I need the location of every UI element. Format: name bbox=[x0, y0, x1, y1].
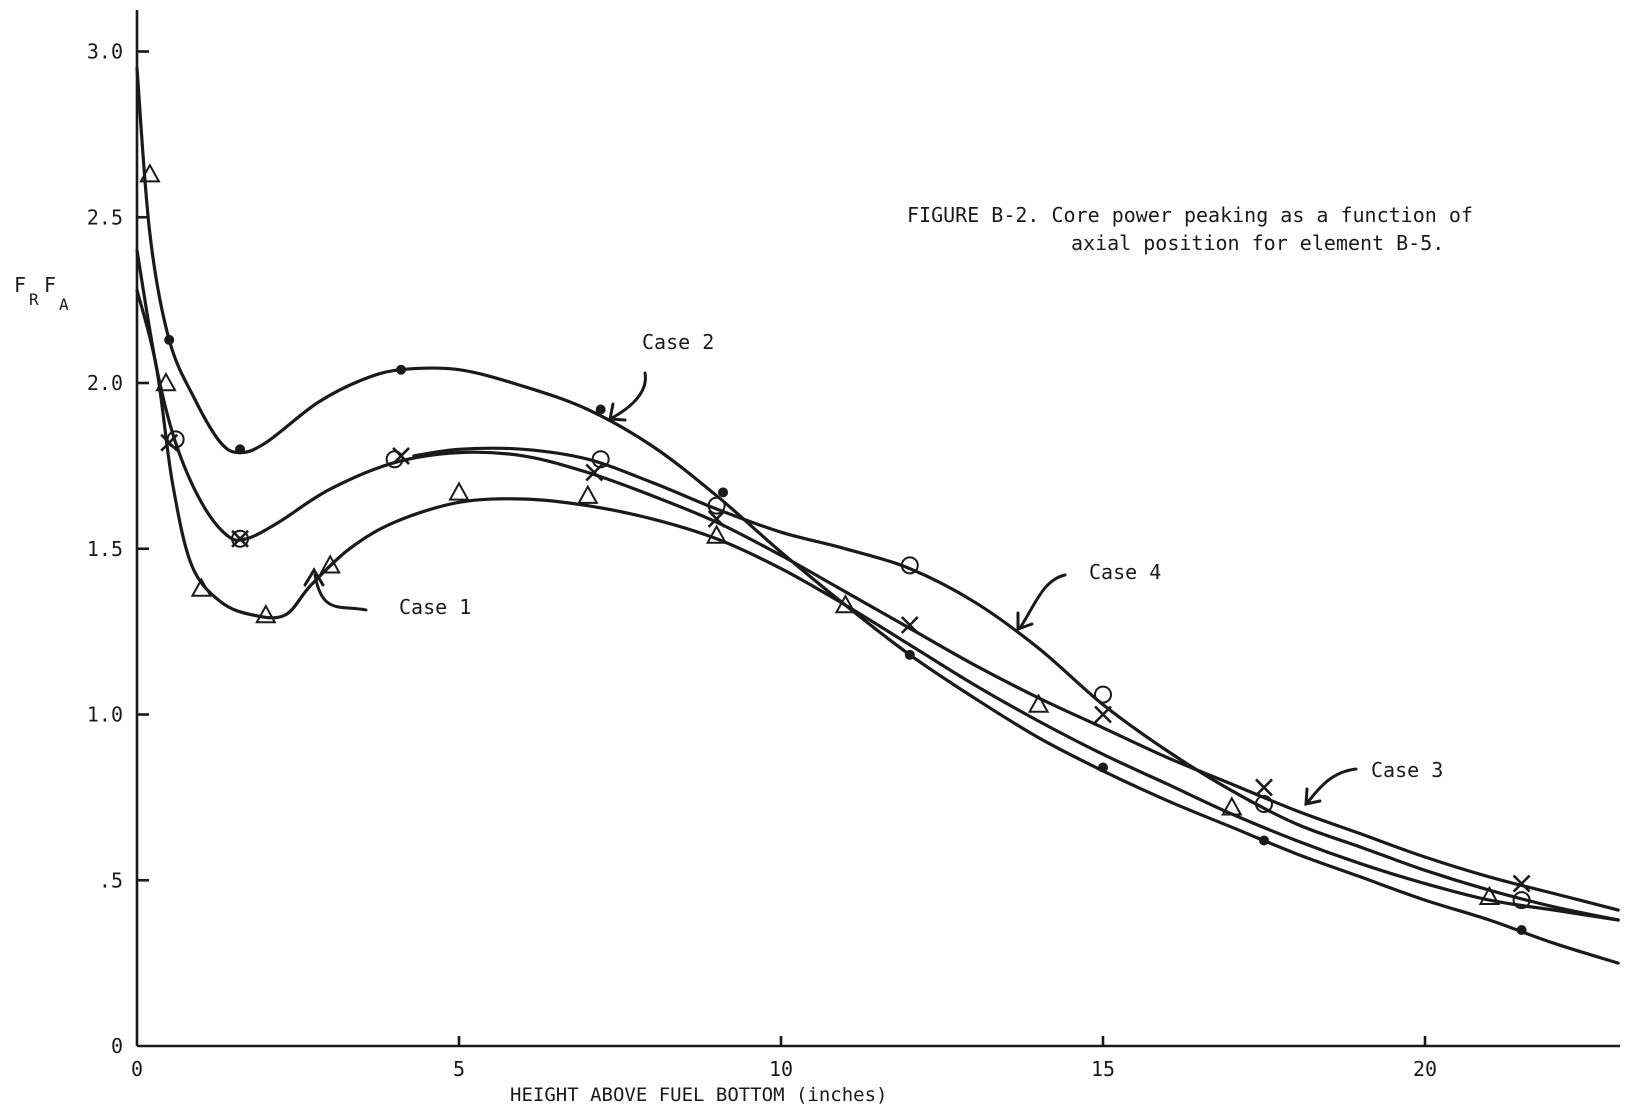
case-1-point bbox=[155, 371, 177, 392]
case-3-point-stroke bbox=[1094, 705, 1112, 724]
x-tick-label: 5 bbox=[453, 1057, 465, 1081]
figure-title-line2: axial position for element B-5. bbox=[1071, 231, 1444, 255]
x-tick-label: 15 bbox=[1091, 1057, 1115, 1081]
case-2-point bbox=[1259, 835, 1269, 846]
case-1-arrowhead bbox=[303, 567, 325, 587]
case-1-point bbox=[834, 594, 857, 614]
case-4-point bbox=[1255, 795, 1273, 814]
case-3-point bbox=[1094, 705, 1112, 724]
case-4-point bbox=[591, 450, 610, 469]
series-markers bbox=[139, 163, 1531, 935]
case-1-point bbox=[705, 524, 728, 544]
case-1-point bbox=[1027, 693, 1050, 713]
y-tick-label: 2.5 bbox=[87, 205, 123, 229]
y-tick-label: 0 bbox=[111, 1034, 123, 1058]
case-2-point bbox=[235, 444, 246, 455]
case-1-curve bbox=[135, 288, 1620, 922]
case-2-point bbox=[164, 334, 175, 345]
figure-title: FIGURE B-2. Core power peaking as a func… bbox=[907, 203, 1473, 227]
case-2-point bbox=[718, 487, 729, 498]
case-4-point bbox=[900, 556, 919, 575]
case-1-point bbox=[319, 554, 341, 574]
case-4-point bbox=[385, 450, 404, 469]
case-4-point bbox=[166, 430, 185, 449]
case-4-point bbox=[1512, 891, 1531, 910]
case-2-point bbox=[595, 404, 606, 415]
y-tick-label: 2.0 bbox=[87, 371, 123, 395]
y-label-part-2: R bbox=[29, 290, 39, 309]
case-3-arrow bbox=[1305, 767, 1358, 805]
case-3-point bbox=[707, 509, 726, 528]
case-2-point bbox=[1098, 762, 1108, 773]
case-3-point-stroke bbox=[900, 616, 919, 634]
case-2-arrow bbox=[610, 371, 647, 420]
case-1-point bbox=[190, 577, 213, 597]
x-tick-label: 20 bbox=[1413, 1057, 1437, 1081]
case-4-point bbox=[231, 529, 250, 548]
case-4-curve bbox=[412, 446, 1620, 922]
case-3-point bbox=[1512, 874, 1531, 893]
y-tick-label: 1.5 bbox=[87, 537, 123, 561]
case-3-point-stroke bbox=[707, 509, 726, 528]
case-3-point bbox=[1255, 778, 1273, 797]
case-1-point bbox=[139, 163, 161, 183]
case-3-point-stroke bbox=[1512, 874, 1531, 893]
series-curves bbox=[135, 66, 1620, 965]
case-4-point bbox=[1094, 685, 1112, 704]
x-axis-label: HEIGHT ABOVE FUEL BOTTOM (inches) bbox=[510, 1084, 888, 1106]
y-axis-label: F R F A bbox=[14, 273, 69, 314]
case-3-label: Case 3 bbox=[1371, 758, 1443, 782]
case-1-point bbox=[577, 484, 599, 504]
case-2-label: Case 2 bbox=[642, 330, 714, 354]
case-3-arrowhead bbox=[1304, 787, 1322, 806]
case-2-point bbox=[396, 364, 407, 375]
case-1-arrow bbox=[313, 573, 368, 612]
case-1-label: Case 1 bbox=[399, 595, 471, 619]
y-tick-label: .5 bbox=[99, 868, 123, 892]
case-4-point bbox=[707, 496, 726, 515]
case-3-curve bbox=[135, 248, 1620, 912]
case-3-point-stroke bbox=[1255, 778, 1273, 797]
y-label-part-4: A bbox=[59, 295, 69, 314]
case-2-point bbox=[904, 649, 915, 660]
case-1-point bbox=[1221, 796, 1243, 816]
y-tick-label: 3.0 bbox=[87, 40, 123, 64]
case-2-point bbox=[1516, 924, 1527, 935]
case-1-point bbox=[1478, 885, 1501, 906]
x-tick-label: 10 bbox=[769, 1057, 793, 1081]
case-4-label: Case 4 bbox=[1089, 560, 1161, 584]
case-4-arrowhead bbox=[1016, 611, 1034, 632]
case-1-point bbox=[448, 481, 470, 501]
axis-ticks: 0 5 10 15 20 0 .5 1.0 1.5 2.0 2.5 3.0 bbox=[87, 40, 1437, 1082]
x-tick-label: 0 bbox=[131, 1057, 143, 1081]
case-1-point bbox=[255, 603, 277, 624]
y-label-part-3: F bbox=[44, 273, 56, 297]
case-3-point bbox=[900, 616, 919, 634]
case-2-arrowhead bbox=[608, 402, 627, 422]
case-2-curve bbox=[135, 66, 1620, 965]
y-label-part-1: F bbox=[14, 273, 26, 297]
case-4-arrow bbox=[1018, 573, 1067, 630]
y-tick-label: 1.0 bbox=[87, 703, 123, 727]
